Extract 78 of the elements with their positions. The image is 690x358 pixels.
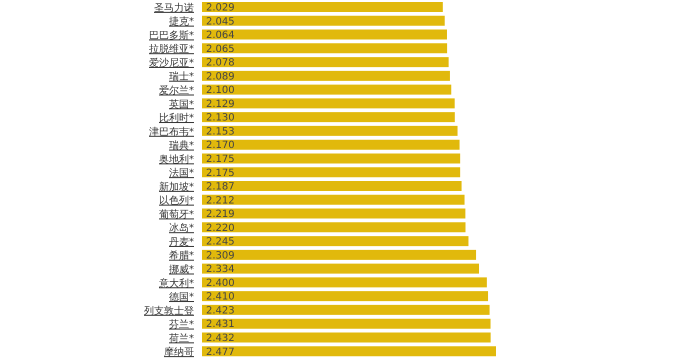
data-label: 2.400	[206, 278, 235, 289]
bar	[202, 291, 488, 302]
data-label: 2.130	[206, 112, 235, 124]
data-label: 2.129	[206, 98, 235, 110]
bar	[202, 140, 460, 150]
bar	[202, 70, 450, 81]
data-label: 2.431	[206, 319, 235, 330]
data-label: 2.220	[206, 222, 235, 234]
y-tick-label: 意大利*	[158, 277, 194, 290]
y-tick-label: 丹麦*	[169, 236, 194, 248]
bar	[202, 30, 447, 40]
data-label: 2.045	[206, 16, 235, 28]
bar	[202, 236, 468, 246]
data-label: 2.064	[206, 30, 235, 42]
data-label: 2.410	[206, 292, 235, 303]
data-label: 2.065	[206, 44, 235, 55]
y-tick-label: 圣马力诺	[154, 2, 194, 14]
data-label: 2.100	[206, 85, 235, 96]
bar	[202, 332, 491, 342]
data-label: 2.078	[206, 58, 235, 69]
y-tick-label: 法国*	[169, 167, 194, 180]
bar	[202, 84, 452, 95]
data-label: 2.423	[206, 305, 235, 316]
data-label: 2.477	[206, 346, 235, 358]
bar	[202, 194, 465, 205]
bar	[202, 304, 490, 315]
data-label: 2.089	[206, 71, 235, 82]
data-label: 2.029	[206, 2, 235, 14]
y-tick-label: 爱尔兰*	[159, 84, 194, 96]
bar	[202, 57, 449, 68]
bar	[202, 112, 455, 122]
bar	[202, 222, 466, 232]
data-label: 2.175	[206, 154, 235, 166]
data-label: 2.245	[206, 236, 235, 248]
data-label: 2.187	[206, 182, 235, 193]
y-tick-label: 冰岛*	[169, 222, 194, 234]
bar	[202, 250, 476, 260]
y-tick-label: 奥地利*	[159, 153, 194, 166]
bar	[202, 2, 443, 12]
y-tick-label: 德国*	[169, 292, 194, 304]
y-tick-label: 津巴布韦*	[149, 126, 194, 138]
bar	[202, 126, 458, 136]
data-label: 2.153	[206, 126, 235, 138]
y-tick-label: 比利时*	[159, 112, 194, 124]
bar	[202, 318, 491, 329]
y-tick-label: 摩纳哥	[164, 346, 194, 358]
bar	[202, 167, 460, 178]
bar	[202, 277, 487, 288]
bar	[202, 264, 480, 274]
y-tick-label: 以色列*	[159, 194, 194, 207]
y-tick-label: 芬兰*	[169, 318, 194, 331]
y-tick-label: 葡萄牙*	[159, 208, 194, 220]
y-tick-label: 英国*	[169, 98, 194, 110]
data-label: 2.212	[206, 195, 235, 206]
y-tick-label: 捷克*	[169, 16, 194, 28]
data-label: 2.175	[206, 168, 235, 179]
y-tick-label: 瑞士*	[169, 70, 194, 83]
data-label: 2.334	[206, 264, 235, 276]
y-tick-label: 瑞典*	[169, 140, 194, 152]
y-tick-label: 希腊*	[169, 250, 194, 262]
bar	[202, 181, 462, 191]
bar	[202, 208, 466, 219]
y-tick-label: 新加坡*	[159, 180, 194, 193]
y-tick-label: 列支敦士登	[144, 304, 194, 317]
data-label: 2.309	[206, 250, 235, 262]
bar	[202, 16, 445, 26]
y-tick-label: 荷兰*	[169, 332, 194, 344]
data-label: 2.170	[206, 140, 235, 152]
bar	[202, 346, 496, 356]
data-label: 2.432	[206, 333, 235, 344]
bar	[202, 98, 455, 108]
y-tick-label: 挪威*	[169, 264, 194, 276]
data-label: 2.219	[206, 209, 235, 220]
y-tick-label: 爱沙尼亚*	[149, 56, 194, 69]
y-tick-label: 巴巴多斯*	[149, 29, 194, 42]
bar	[202, 153, 460, 164]
bar	[202, 43, 448, 54]
y-tick-label: 拉脱维亚*	[149, 43, 194, 56]
